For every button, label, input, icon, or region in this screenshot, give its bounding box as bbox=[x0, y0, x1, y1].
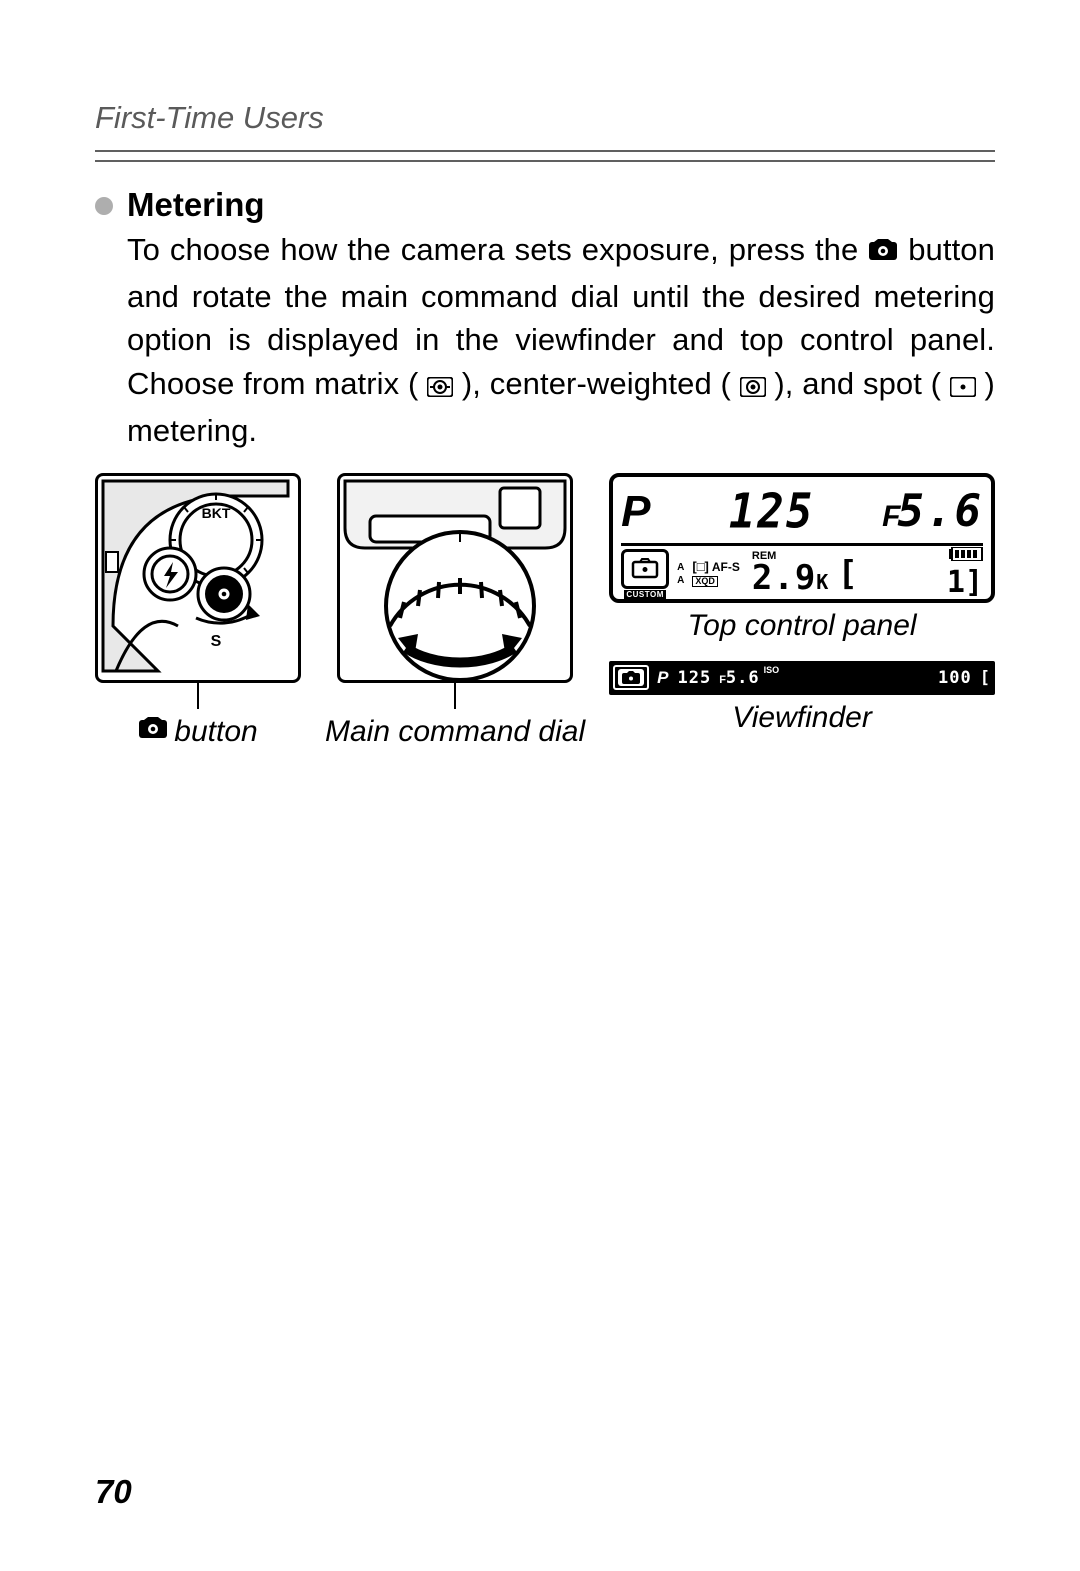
svg-text:BKT: BKT bbox=[202, 505, 231, 521]
running-head: First-Time Users bbox=[95, 100, 995, 136]
figures-row: BKT bbox=[95, 473, 995, 749]
figure-button-caption-text: button bbox=[174, 715, 257, 749]
lcd-aperture: F5.6 bbox=[882, 486, 983, 537]
figure-button-caption: button bbox=[138, 715, 257, 749]
matrix-metering-icon bbox=[427, 365, 453, 409]
figure-command-dial: Main command dial bbox=[325, 473, 585, 749]
section-title: Metering bbox=[127, 186, 995, 224]
lcd-frames: 1] bbox=[947, 565, 983, 600]
lcd-mode: P bbox=[621, 487, 661, 537]
viewfinder-aperture-prefix: F bbox=[719, 674, 726, 686]
center-weighted-icon bbox=[740, 365, 766, 409]
lcd-xqd-label: XQD bbox=[692, 576, 718, 587]
lcd-aperture-value: 5.6 bbox=[898, 486, 983, 537]
lcd-metering-icon bbox=[621, 549, 669, 589]
lcd-letter-a-1: A bbox=[677, 562, 684, 573]
figure-right-column: P 125 F5.6 bbox=[609, 473, 995, 735]
figure-dial-caption: Main command dial bbox=[325, 715, 585, 749]
page-number: 70 bbox=[95, 1473, 132, 1511]
viewfinder-aperture: F5.6 bbox=[719, 668, 759, 688]
viewfinder-caption: Viewfinder bbox=[609, 701, 995, 735]
battery-icon bbox=[949, 547, 983, 561]
viewfinder-shutter: 125 bbox=[677, 668, 711, 688]
figure-metering-button: BKT bbox=[95, 473, 301, 749]
viewfinder-metering-icon bbox=[618, 669, 644, 686]
lcd-bracket-open: [ bbox=[837, 554, 857, 594]
metering-button-icon-caption bbox=[138, 715, 168, 749]
svg-text:S: S bbox=[211, 633, 222, 650]
lcd-frames-num: 1 bbox=[947, 565, 965, 600]
figure-dial-illustration bbox=[337, 473, 573, 683]
figure-top-control-panel: P 125 F5.6 bbox=[609, 473, 995, 643]
metering-button-icon bbox=[868, 231, 898, 275]
lcd-bracket-close: ] bbox=[965, 565, 983, 600]
header-rule bbox=[95, 150, 995, 162]
lcd-shutter: 125 bbox=[729, 483, 814, 539]
viewfinder-strip: P 125 F5.6 ISO 100 [ bbox=[609, 661, 995, 695]
viewfinder-iso: 100 bbox=[938, 668, 972, 688]
viewfinder-bracket: [ bbox=[980, 668, 991, 688]
body-text-1: To choose how the camera sets exposure, … bbox=[127, 232, 868, 267]
viewfinder-mode: P bbox=[657, 668, 669, 688]
leader-line-2 bbox=[453, 683, 457, 709]
lcd-af-area-icon: [□] bbox=[692, 560, 709, 573]
leader-line-1 bbox=[196, 683, 200, 709]
figure-button-illustration: BKT bbox=[95, 473, 301, 683]
section-bullet bbox=[95, 197, 113, 215]
figure-viewfinder: P 125 F5.6 ISO 100 [ Viewfinder bbox=[609, 661, 995, 735]
lcd-custom-label: CUSTOM bbox=[624, 590, 666, 599]
lcd-af-mode: AF-S bbox=[712, 561, 740, 573]
body-text-3: ), center-weighted ( bbox=[462, 366, 731, 401]
lcd-remaining: 2.9K bbox=[752, 558, 829, 598]
viewfinder-iso-label: ISO bbox=[764, 665, 780, 675]
top-control-panel-lcd: P 125 F5.6 bbox=[609, 473, 995, 603]
viewfinder-aperture-value: 5.6 bbox=[726, 668, 760, 688]
viewfinder-frame bbox=[613, 665, 649, 690]
body-paragraph: To choose how the camera sets exposure, … bbox=[127, 228, 995, 453]
body-text-4: ), and spot ( bbox=[774, 366, 941, 401]
lcd-remaining-k: K bbox=[816, 570, 829, 594]
metering-section: Metering To choose how the camera sets e… bbox=[95, 188, 995, 749]
lcd-remaining-num: 2.9 bbox=[752, 558, 816, 598]
spot-metering-icon bbox=[950, 365, 976, 409]
top-panel-caption: Top control panel bbox=[609, 609, 995, 643]
lcd-letter-a-2: A bbox=[677, 575, 684, 586]
